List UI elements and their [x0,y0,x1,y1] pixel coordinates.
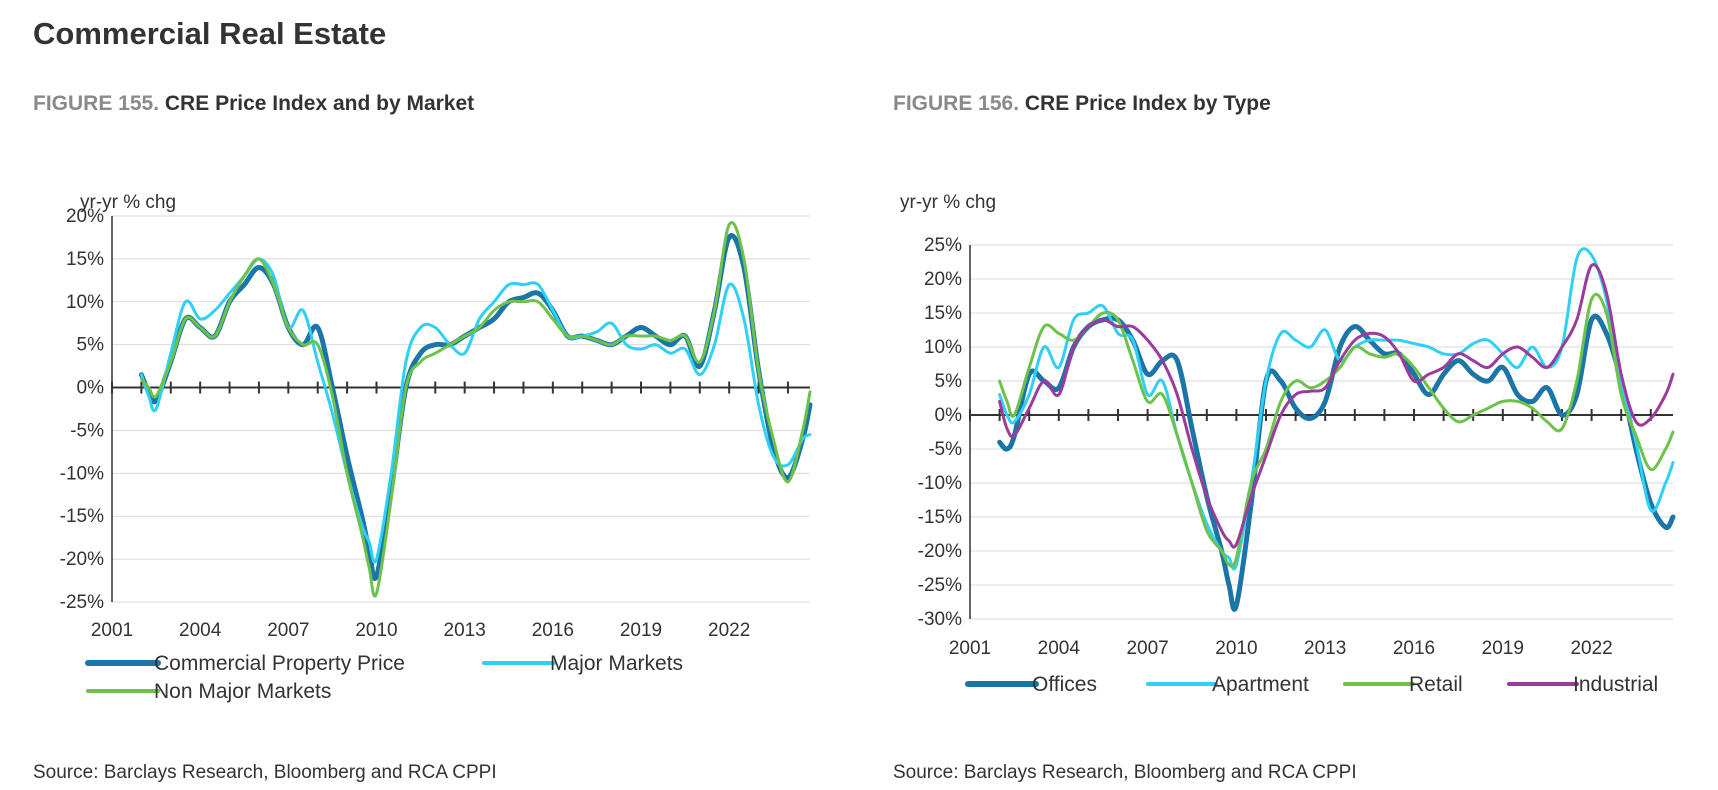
y-tick-label: -10% [918,473,962,494]
x-tick-label: 2004 [179,620,222,641]
series-line-apartment [998,247,1675,571]
series-line-non-major-markets [139,221,812,598]
y-axis-label: yr-yr % chg [900,192,996,213]
figure-155-number: FIGURE 155. [33,92,160,115]
x-tick-label: 2010 [1215,638,1257,659]
x-tick-label: 2004 [1038,638,1081,659]
x-tick-label: 2013 [1304,638,1346,659]
legend-label: Industrial [1573,673,1658,696]
figure-156-source: Source: Barclays Research, Bloomberg and… [893,762,1357,783]
series-line-offices [997,313,1676,612]
legend-label: Retail [1409,673,1463,696]
series-line-industrial [998,263,1675,549]
y-tick-label: 25% [924,235,962,256]
y-tick-label: 15% [66,249,104,270]
x-tick-label: 2001 [91,620,133,641]
legend-label: Non Major Markets [154,680,331,703]
figure-156-title: FIGURE 156. CRE Price Index by Type [893,92,1271,116]
cre-price-index-by-type-chart: yr-yr % chg 25% 20% 15% 10% 5% 0% -5% -10% -15% -2… [900,192,1676,696]
x-tick-label: 2013 [444,620,486,641]
y-tick-label: 10% [924,337,962,358]
y-tick-label: -25% [60,592,104,613]
x-tick-label: 2016 [532,620,574,641]
figure-155-source: Source: Barclays Research, Bloomberg and… [33,762,497,783]
y-tick-label: -5% [928,439,962,460]
figure-156-caption: CRE Price Index by Type [1024,92,1271,115]
y-tick-label: 20% [66,206,104,227]
y-tick-label: 0% [77,378,105,399]
y-axis-label: yr-yr % chg [80,192,176,213]
figure-155-title: FIGURE 155. CRE Price Index and by Marke… [33,92,474,116]
y-tick-label: 0% [935,405,963,426]
y-tick-label: -30% [918,609,962,630]
y-tick-label: -15% [60,506,104,527]
y-tick-label: -15% [918,507,962,528]
figure-155-caption: CRE Price Index and by Market [164,92,475,115]
y-tick-label: -10% [60,463,104,484]
x-tick-label: 2022 [1570,638,1612,659]
y-tick-label: -5% [70,420,104,441]
y-tick-label: 5% [77,335,105,356]
x-tick-label: 2016 [1393,638,1435,659]
y-tick-label: -20% [918,541,962,562]
x-tick-label: 2007 [1126,638,1168,659]
x-tick-label: 2019 [1482,638,1524,659]
x-tick-label: 2007 [267,620,309,641]
y-tick-label: -25% [918,575,962,596]
y-tick-label: 20% [924,269,962,290]
legend-label: Offices [1032,673,1097,696]
y-tick-label: 5% [935,371,963,392]
page-title: Commercial Real Estate [33,16,387,51]
x-tick-label: 2022 [708,620,750,641]
legend-label: Apartment [1212,673,1309,696]
y-tick-label: -20% [60,549,104,570]
legend-label: Commercial Property Price [154,652,405,675]
figure-156-number: FIGURE 156. [893,92,1020,115]
y-tick-label: 10% [66,292,104,313]
legend-label: Major Markets [550,652,683,675]
x-tick-label: 2010 [355,620,397,641]
x-tick-label: 2019 [620,620,662,641]
series-line-retail [998,293,1675,569]
x-tick-label: 2001 [949,638,991,659]
y-tick-label: 15% [924,303,962,324]
